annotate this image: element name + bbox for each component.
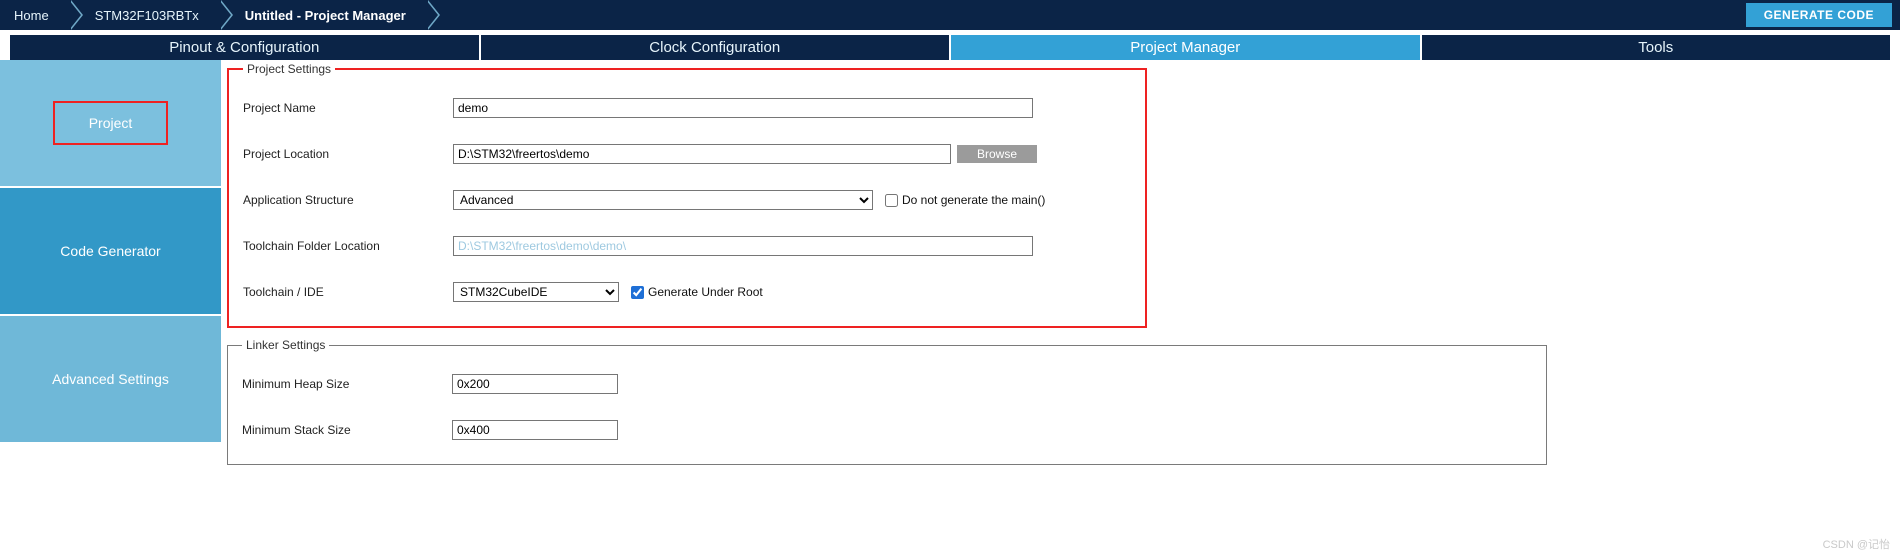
generate-code-button[interactable]: GENERATE CODE — [1746, 3, 1892, 27]
label-project-name: Project Name — [243, 101, 453, 115]
label-toolchain-ide: Toolchain / IDE — [243, 285, 453, 299]
row-project-location: Project Location Browse — [243, 144, 1131, 164]
side-tab-project-label: Project — [53, 101, 169, 145]
project-name-input[interactable] — [453, 98, 1033, 118]
label-application-structure: Application Structure — [243, 193, 453, 207]
row-min-stack: Minimum Stack Size — [242, 420, 1532, 440]
min-stack-input[interactable] — [452, 420, 618, 440]
row-toolchain-ide: Toolchain / IDE STM32CubeIDE Generate Un… — [243, 282, 1131, 302]
toolchain-folder-input — [453, 236, 1033, 256]
side-tab-code-generator[interactable]: Code Generator — [0, 188, 223, 316]
tab-pinout-configuration[interactable]: Pinout & Configuration — [10, 35, 481, 60]
side-tab-advanced-settings[interactable]: Advanced Settings — [0, 316, 223, 444]
content-column: Project Settings Project Name Project Lo… — [223, 60, 1900, 485]
linker-settings-legend: Linker Settings — [242, 338, 329, 352]
watermark: CSDN @记怡 — [1823, 536, 1890, 552]
side-tab-advanced-settings-label: Advanced Settings — [52, 371, 169, 387]
row-min-heap: Minimum Heap Size — [242, 374, 1532, 394]
tab-clock-configuration[interactable]: Clock Configuration — [481, 35, 952, 60]
side-tab-code-generator-label: Code Generator — [60, 243, 160, 259]
tab-tools[interactable]: Tools — [1422, 35, 1891, 60]
breadcrumb-current[interactable]: Untitled - Project Manager — [219, 0, 426, 30]
generate-under-root-checkbox[interactable]: Generate Under Root — [631, 285, 763, 299]
application-structure-select[interactable]: Advanced — [453, 190, 873, 210]
breadcrumb-chip[interactable]: STM32F103RBTx — [69, 0, 219, 30]
browse-button[interactable]: Browse — [957, 145, 1037, 163]
main-tabs: Pinout & Configuration Clock Configurati… — [0, 30, 1900, 60]
generate-under-root-input[interactable] — [631, 286, 644, 299]
tab-project-manager[interactable]: Project Manager — [951, 35, 1422, 60]
project-settings-group: Project Settings Project Name Project Lo… — [227, 62, 1147, 328]
toolchain-ide-select[interactable]: STM32CubeIDE — [453, 282, 619, 302]
breadcrumb-home[interactable]: Home — [0, 0, 69, 30]
row-application-structure: Application Structure Advanced Do not ge… — [243, 190, 1131, 210]
label-toolchain-folder: Toolchain Folder Location — [243, 239, 453, 253]
label-min-stack: Minimum Stack Size — [242, 423, 452, 437]
row-project-name: Project Name — [243, 98, 1131, 118]
breadcrumb-bar: Home STM32F103RBTx Untitled - Project Ma… — [0, 0, 1900, 30]
project-location-input[interactable] — [453, 144, 951, 164]
do-not-generate-main-label: Do not generate the main() — [902, 193, 1045, 207]
side-tab-project[interactable]: Project — [0, 60, 223, 188]
min-heap-input[interactable] — [452, 374, 618, 394]
side-nav: Project Code Generator Advanced Settings — [0, 60, 223, 485]
label-project-location: Project Location — [243, 147, 453, 161]
label-min-heap: Minimum Heap Size — [242, 377, 452, 391]
linker-settings-group: Linker Settings Minimum Heap Size Minimu… — [227, 338, 1547, 465]
row-toolchain-folder: Toolchain Folder Location — [243, 236, 1131, 256]
project-manager-body: Project Code Generator Advanced Settings… — [0, 60, 1900, 485]
project-settings-legend: Project Settings — [243, 62, 335, 76]
do-not-generate-main-input[interactable] — [885, 194, 898, 207]
generate-under-root-label: Generate Under Root — [648, 285, 763, 299]
do-not-generate-main-checkbox[interactable]: Do not generate the main() — [885, 193, 1045, 207]
